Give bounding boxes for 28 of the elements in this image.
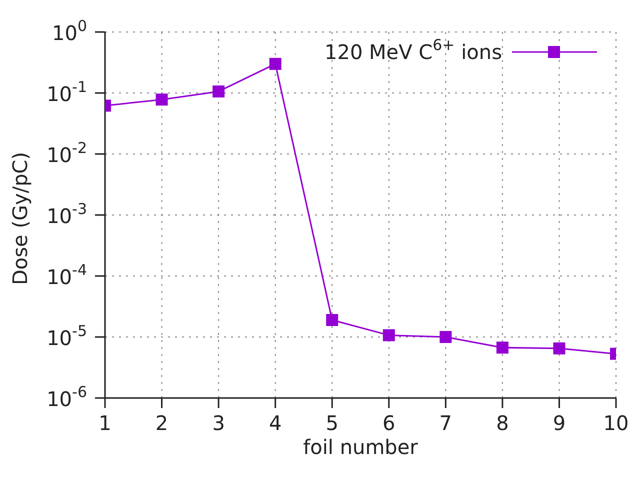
x-tick-label: 7 <box>439 411 452 435</box>
y-tick-label: 10$^{-6}$ <box>46 383 87 411</box>
x-tick-label: 6 <box>382 411 396 435</box>
point <box>156 94 168 106</box>
y-axis-title: Dose (Gy/pC) <box>8 152 32 285</box>
x-tick-label: 4 <box>268 411 282 435</box>
x-tick-label: 5 <box>326 411 338 435</box>
y-tick-label: 10$^{0}$ <box>52 17 87 45</box>
x-tick-label: 8 <box>496 411 509 435</box>
x-axis-title: foil number <box>303 435 419 459</box>
point <box>440 331 452 343</box>
point <box>553 342 566 354</box>
legend-label: 120 MeV C$^{6+}$ ions <box>324 36 502 64</box>
point <box>382 329 395 342</box>
y-tick-label: 10$^{-3}$ <box>46 200 87 228</box>
x-tick-label: 9 <box>552 411 566 435</box>
point <box>269 58 282 70</box>
point <box>326 314 338 326</box>
y-tick-label: 10$^{-4}$ <box>46 261 87 289</box>
y-tick-label: 10$^{-5}$ <box>46 322 87 350</box>
x-tick-label: 1 <box>98 411 112 435</box>
y-tick-label: 10$^{-2}$ <box>46 139 87 167</box>
y-tick-label: 10$^{-1}$ <box>46 78 87 106</box>
point <box>212 85 225 98</box>
x-tick-label: 10 <box>603 411 629 435</box>
x-tick-label: 3 <box>212 411 225 435</box>
point <box>496 342 508 354</box>
x-tick-label: 2 <box>155 411 168 435</box>
